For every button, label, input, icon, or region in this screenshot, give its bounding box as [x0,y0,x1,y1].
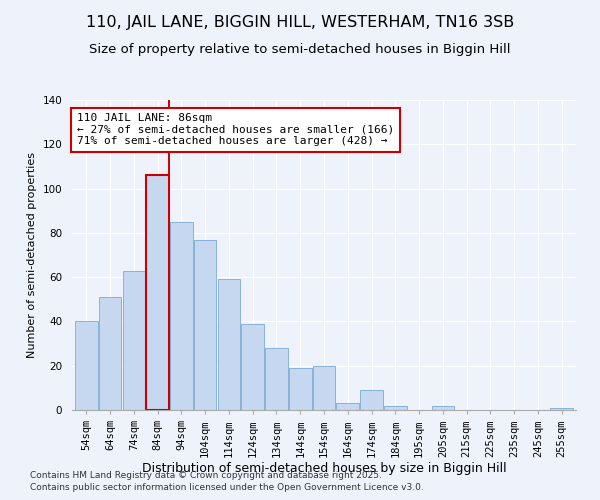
Bar [146,176,169,410]
X-axis label: Distribution of semi-detached houses by size in Biggin Hill: Distribution of semi-detached houses by … [142,462,506,475]
Text: Contains HM Land Registry data © Crown copyright and database right 2025.: Contains HM Land Registry data © Crown c… [30,471,382,480]
Bar [122,270,145,410]
Bar [265,348,288,410]
Bar [313,366,335,410]
Bar [218,280,240,410]
Bar [337,404,359,410]
Bar [384,406,407,410]
Bar [146,176,169,410]
Bar [99,297,121,410]
Bar [289,368,311,410]
Text: Size of property relative to semi-detached houses in Biggin Hill: Size of property relative to semi-detach… [89,42,511,56]
Bar [241,324,264,410]
Bar [194,240,217,410]
Bar [431,406,454,410]
Bar [170,222,193,410]
Y-axis label: Number of semi-detached properties: Number of semi-detached properties [27,152,37,358]
Text: 110, JAIL LANE, BIGGIN HILL, WESTERHAM, TN16 3SB: 110, JAIL LANE, BIGGIN HILL, WESTERHAM, … [86,15,514,30]
Bar [550,408,573,410]
Text: Contains public sector information licensed under the Open Government Licence v3: Contains public sector information licen… [30,484,424,492]
Text: 110 JAIL LANE: 86sqm
← 27% of semi-detached houses are smaller (166)
71% of semi: 110 JAIL LANE: 86sqm ← 27% of semi-detac… [77,114,394,146]
Bar [360,390,383,410]
Bar [75,322,98,410]
